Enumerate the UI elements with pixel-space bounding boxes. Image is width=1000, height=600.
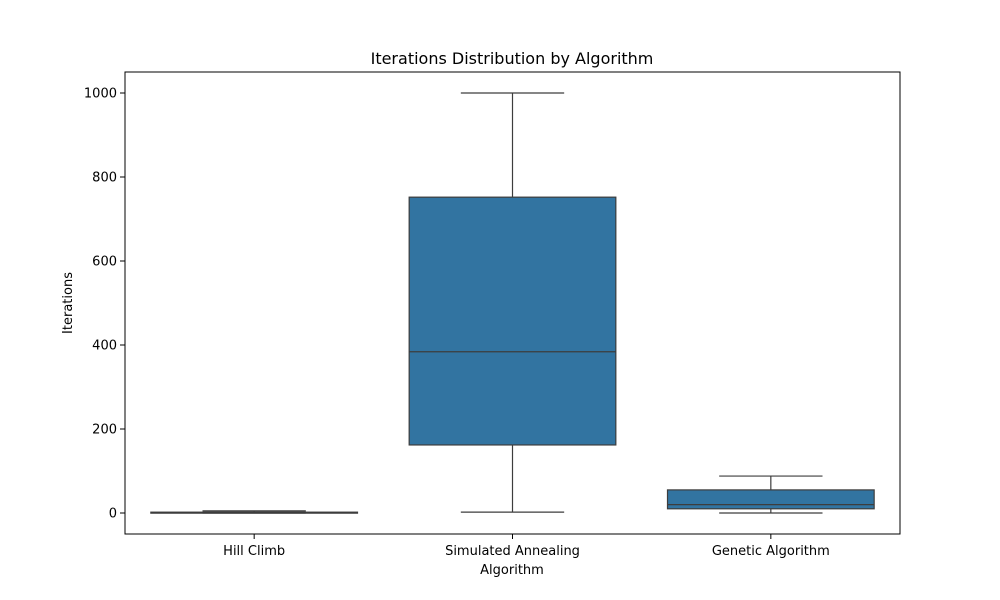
box-3 — [666, 475, 875, 514]
box-2 — [408, 92, 617, 513]
x-tick-label: Genetic Algorithm — [712, 544, 830, 559]
x-axis-ticks: Hill Climb Simulated Annealing Genetic Alg… — [223, 534, 830, 559]
x-tick-label: Hill Climb — [223, 544, 285, 559]
box-series — [150, 92, 875, 514]
y-axis-ticks: 0 200 400 600 800 1000 — [84, 87, 125, 522]
y-tick-label: 1000 — [84, 87, 117, 102]
chart-title: Iterations Distribution by Algorithm — [371, 49, 654, 68]
x-tick-label: Simulated Annealing — [445, 544, 580, 559]
y-tick-label: 800 — [92, 171, 117, 186]
box-body — [408, 196, 617, 446]
plot-area-frame — [124, 71, 901, 535]
y-tick-label: 0 — [109, 507, 117, 522]
box-body — [666, 489, 875, 510]
box-1 — [150, 510, 359, 514]
y-tick-label: 600 — [92, 255, 117, 270]
x-axis-label: Algorithm — [480, 563, 544, 578]
y-tick-label: 400 — [92, 339, 117, 354]
y-tick-label: 200 — [92, 423, 117, 438]
y-axis-label: Iterations — [61, 272, 76, 334]
